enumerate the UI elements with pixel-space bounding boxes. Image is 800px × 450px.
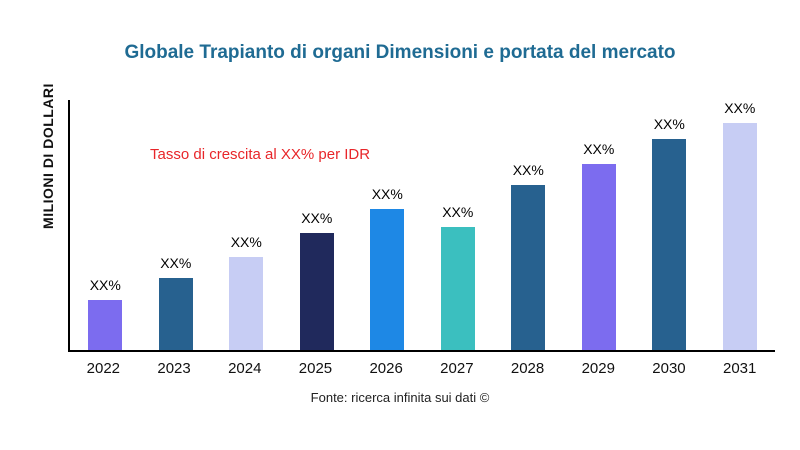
x-tick-2025: 2025 [298,360,333,377]
bar [299,233,334,350]
bar [158,278,193,350]
bar-value-label: XX% [230,234,262,250]
bar-group-2023: XX% [141,100,212,350]
bar [370,209,405,350]
bar-group-2024: XX% [211,100,282,350]
bar-group-2027: XX% [423,100,494,350]
bar-value-label: XX% [512,162,544,178]
bar-group-2030: XX% [634,100,705,350]
x-tick-2028: 2028 [510,360,545,377]
bar [511,185,546,350]
plot-wrap: XX% XX% XX% XX% XX% XX% XX% XX% XX% XX% 2022 2023 2… [68,100,775,377]
bar-value-label: XX% [583,141,615,157]
bar-group-2029: XX% [564,100,635,350]
chart-title: Globale Trapianto di organi Dimensioni e… [124,42,676,63]
source-attribution: Fonte: ricerca infinita sui dati © [310,390,490,405]
x-tick-2031: 2031 [722,360,757,377]
bar-group-2025: XX% [282,100,353,350]
x-tick-2024: 2024 [228,360,262,377]
bar-value-label: XX% [301,210,333,226]
bar-value-label: XX% [371,186,403,202]
y-axis-label: MILIONI DI DOLLARI [40,83,56,229]
bar [88,300,123,350]
bar-group-2031: XX% [705,100,776,350]
bar-group-2026: XX% [352,100,423,350]
x-tick-2030: 2030 [652,360,686,377]
x-tick-2029: 2029 [581,360,615,377]
bar-group-2028: XX% [493,100,564,350]
bar-value-label: XX% [160,255,192,271]
bar-value-label: XX% [89,277,121,293]
bar-value-label: XX% [442,204,474,220]
bar [652,139,687,350]
bar [440,227,475,350]
x-tick-2026: 2026 [369,360,403,377]
plot-area: XX% XX% XX% XX% XX% XX% XX% XX% XX% XX% [68,100,775,352]
bar-value-label: XX% [653,116,685,132]
bar [581,164,616,350]
x-axis-tick-labels: 2022 2023 2024 2025 2026 2027 2028 2029 2030 2031 [68,360,775,377]
x-tick-2027: 2027 [440,360,474,377]
bar-group-2022: XX% [70,100,141,350]
bar [722,123,757,350]
bar [229,257,264,350]
x-tick-2023: 2023 [157,360,191,377]
bar-value-label: XX% [724,100,756,116]
growth-rate-annotation: Tasso di crescita al XX% per IDR [150,146,371,163]
x-tick-2022: 2022 [86,360,121,377]
